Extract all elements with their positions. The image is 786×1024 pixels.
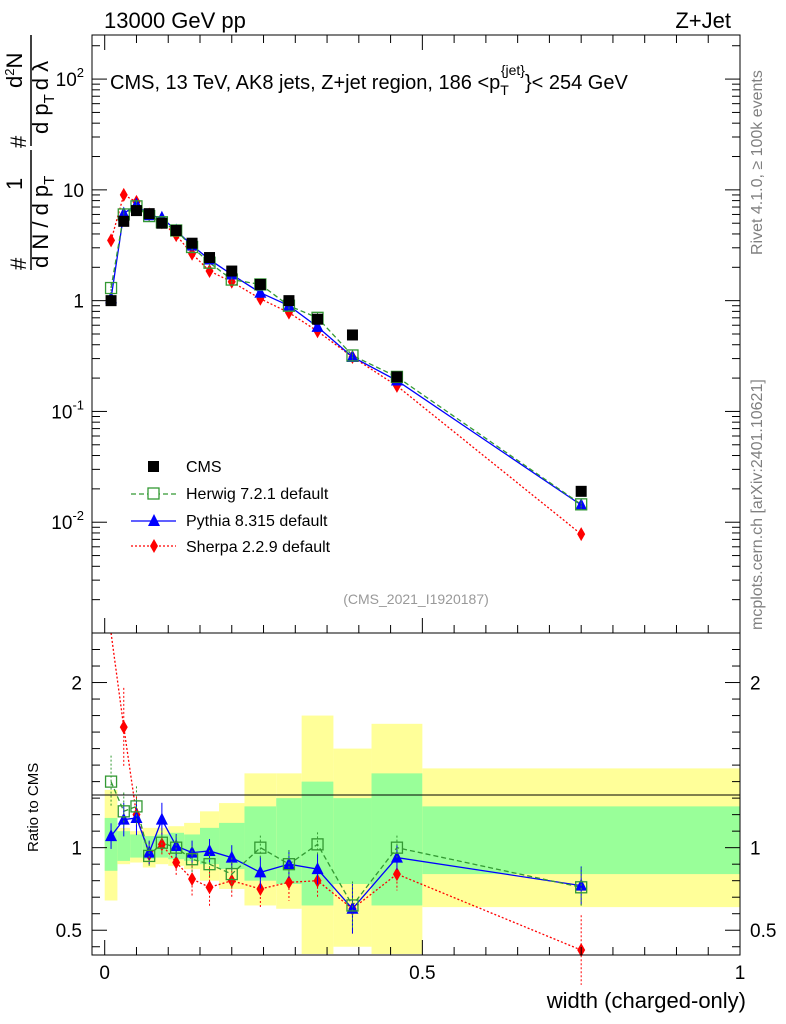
main-point-0 <box>575 485 587 497</box>
ratio-point-1 <box>225 850 238 863</box>
ratio-point-0 <box>282 858 296 871</box>
ratio-band-inner <box>117 831 131 861</box>
main-point-0 <box>170 224 182 236</box>
main-point-0 <box>156 217 168 229</box>
main-point-3 <box>107 233 116 248</box>
ratio-point-0 <box>130 800 143 813</box>
main-point-3 <box>119 187 128 202</box>
ratio-point-0 <box>390 841 404 854</box>
ratio-point-1 <box>143 845 156 858</box>
ratio-ytick-label: 2 <box>71 674 82 695</box>
main-point-0 <box>283 295 295 307</box>
main-point-2 <box>311 319 324 332</box>
ratio-band-inner <box>130 834 143 858</box>
xtick-label: 0 <box>99 963 110 984</box>
main-point-0 <box>254 278 266 290</box>
ratio-ylabel: Ratio to CMS <box>25 763 42 852</box>
process-label: Z+Jet <box>675 8 731 33</box>
ratio-point-1 <box>130 810 143 823</box>
ratio-point-2 <box>205 880 214 895</box>
ratio-panel: 0.5 0.51 12 2 0 0.5 1 Ratio to CMS width (cha… <box>25 632 776 1013</box>
x-axis-label: width (charged-only) <box>546 988 746 1013</box>
ratio-point-2 <box>284 875 293 890</box>
ratio-band-inner <box>371 773 423 906</box>
legend-label-sherpa: Sherpa 2.2.9 default <box>186 539 331 556</box>
ratio-ytick-label-right: 2 <box>750 674 761 695</box>
ratio-ytick-label-right: 0.5 <box>750 921 776 942</box>
main-point-0 <box>204 252 216 264</box>
xtick-label: 0.5 <box>409 963 435 984</box>
ratio-frame <box>91 632 741 956</box>
main-point-0 <box>391 371 403 383</box>
main-line-1 <box>110 205 582 505</box>
ratio-band-inner <box>333 798 372 884</box>
legend-label-cms: CMS <box>186 459 222 476</box>
energy-label: 13000 GeV pp <box>104 8 246 33</box>
ratio-point-0 <box>225 867 238 881</box>
legend-label-herwig: Herwig 7.2.1 default <box>186 486 329 503</box>
ratio-point-1 <box>311 862 324 875</box>
ratio-point-1 <box>254 865 267 878</box>
main-point-1 <box>104 281 118 295</box>
ratio-point-0 <box>117 805 130 818</box>
svg-text:1: 1 <box>2 178 27 190</box>
svg-text:#: # <box>6 257 31 270</box>
ratio-point-2 <box>119 720 128 735</box>
legend-marker-cms <box>148 461 159 472</box>
main-point-2 <box>254 285 267 298</box>
main-point-3 <box>205 264 214 279</box>
main-point-0 <box>130 205 142 217</box>
main-point-1 <box>575 498 588 511</box>
xtick-label: 1 <box>735 963 746 984</box>
legend-label-pythia: Pythia 8.315 default <box>186 513 328 530</box>
ratio-point-0 <box>346 899 359 912</box>
mcplots-label: mcplots.cern.ch [arXiv:2401.10621] <box>749 379 766 630</box>
ratio-point-1 <box>203 843 216 856</box>
svg-text:#: # <box>6 135 31 148</box>
ratio-point-1 <box>105 829 118 842</box>
ratio-point-0 <box>104 775 118 788</box>
ratio-band-inner <box>422 806 740 875</box>
main-point-0 <box>143 208 155 220</box>
ratio-point-2 <box>227 873 236 888</box>
ratio-point-0 <box>203 858 216 871</box>
ratio-point-1 <box>155 812 168 825</box>
ratio-ytick-label: 1 <box>71 839 82 860</box>
ratio-point-0 <box>575 881 588 894</box>
ratio-point-1 <box>117 812 130 825</box>
ratio-point-0 <box>185 853 199 866</box>
legend: CMS Herwig 7.2.1 default Pythia 8.315 de… <box>131 459 331 556</box>
ratio-point-0 <box>155 836 169 849</box>
legend-marker-herwig <box>147 487 160 500</box>
ratio-point-2 <box>172 855 181 870</box>
rivet-label: Rivet 4.1.0, ≥ 100k events <box>749 70 766 255</box>
ratio-ytick-label-right: 1 <box>750 839 761 860</box>
main-point-0 <box>186 237 198 249</box>
legend-marker-sherpa <box>150 539 158 553</box>
main-ytick-label: 10 <box>63 181 84 202</box>
ratio-point-2 <box>256 881 265 896</box>
main-ytick-label: 102 <box>56 65 84 91</box>
main-point-0 <box>118 215 130 227</box>
ratio-point-0 <box>254 841 267 854</box>
ratio-point-2 <box>392 867 401 882</box>
main-point-2 <box>346 349 359 362</box>
main-point-3 <box>577 527 586 542</box>
main-point-0 <box>105 295 117 307</box>
ratio-point-0 <box>170 841 183 854</box>
ratio-point-0 <box>143 849 156 863</box>
main-point-0 <box>312 313 324 325</box>
main-ytick-label: 1 <box>73 292 84 313</box>
ratio-point-2 <box>188 872 197 887</box>
main-point-0 <box>226 265 238 277</box>
legend-marker-pythia <box>148 514 160 526</box>
main-point-1 <box>346 349 359 362</box>
ratio-point-0 <box>311 838 324 851</box>
analysis-tag: (CMS_2021_I1920187) <box>343 591 489 607</box>
ratio-ytick-label: 0.5 <box>56 921 82 942</box>
main-point-0 <box>346 329 358 341</box>
